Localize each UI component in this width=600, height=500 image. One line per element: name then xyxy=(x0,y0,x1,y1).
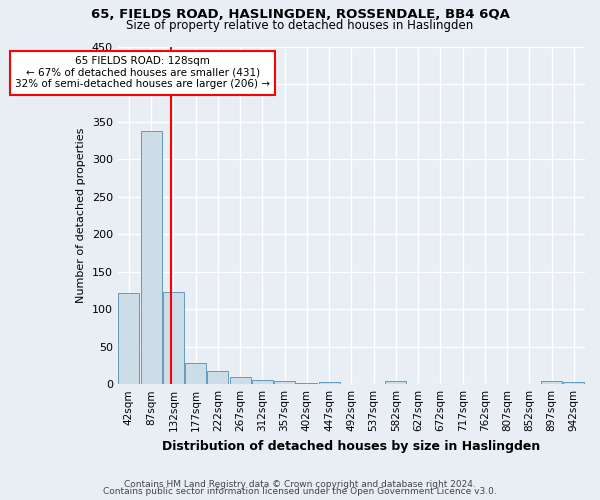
Bar xyxy=(296,382,317,384)
Text: Contains public sector information licensed under the Open Government Licence v3: Contains public sector information licen… xyxy=(103,488,497,496)
Bar xyxy=(185,363,206,384)
Bar xyxy=(541,381,562,384)
Text: 65 FIELDS ROAD: 128sqm
← 67% of detached houses are smaller (431)
32% of semi-de: 65 FIELDS ROAD: 128sqm ← 67% of detached… xyxy=(15,56,270,90)
Bar xyxy=(563,382,584,384)
Bar xyxy=(163,292,184,384)
Text: 65, FIELDS ROAD, HASLINGDEN, ROSSENDALE, BB4 6QA: 65, FIELDS ROAD, HASLINGDEN, ROSSENDALE,… xyxy=(91,8,509,20)
Text: Contains HM Land Registry data © Crown copyright and database right 2024.: Contains HM Land Registry data © Crown c… xyxy=(124,480,476,489)
Bar xyxy=(207,372,229,384)
X-axis label: Distribution of detached houses by size in Haslingden: Distribution of detached houses by size … xyxy=(162,440,541,452)
Bar xyxy=(385,381,406,384)
Bar xyxy=(319,382,340,384)
Bar xyxy=(140,130,161,384)
Bar xyxy=(118,292,139,384)
Bar xyxy=(252,380,273,384)
Bar xyxy=(274,381,295,384)
Text: Size of property relative to detached houses in Haslingden: Size of property relative to detached ho… xyxy=(127,18,473,32)
Bar xyxy=(230,378,251,384)
Y-axis label: Number of detached properties: Number of detached properties xyxy=(76,128,86,303)
